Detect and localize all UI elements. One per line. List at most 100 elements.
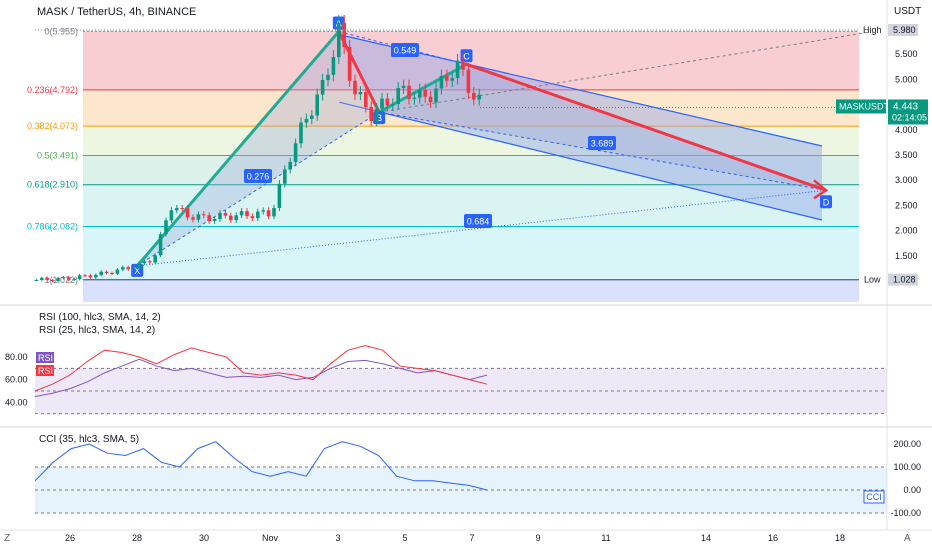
candle-body xyxy=(353,80,357,95)
time-tick: 28 xyxy=(132,533,142,543)
leg-xa xyxy=(135,30,341,268)
candle-body xyxy=(153,255,157,263)
ratio-badge-3 xyxy=(464,214,492,228)
rsi-badge-2-text: RSI xyxy=(38,366,53,376)
high-tag-label: High xyxy=(863,25,882,35)
candle-body xyxy=(56,278,60,282)
fib-label-0.382: 0.382(4.073) xyxy=(27,121,78,131)
rsi-badge-1 xyxy=(36,352,54,363)
price-tick: 5.000 xyxy=(895,74,918,84)
candle-body xyxy=(40,277,44,280)
candle-body xyxy=(293,143,298,162)
point-label-D: D xyxy=(823,197,830,207)
point-label-X: X xyxy=(134,266,140,276)
candle-body xyxy=(461,60,465,70)
pattern-xab xyxy=(137,31,380,266)
candle-body xyxy=(158,234,163,256)
candle-body xyxy=(412,97,417,99)
candle-body xyxy=(299,122,303,144)
candle-body xyxy=(364,92,368,107)
fib-label-1: 1(1.022) xyxy=(44,275,78,285)
time-tick: 5 xyxy=(402,533,407,543)
ratio-badge-0 xyxy=(244,169,272,183)
candle-body xyxy=(326,74,330,80)
candle-body xyxy=(385,98,390,106)
candle-body xyxy=(104,271,109,273)
candles xyxy=(34,15,481,283)
channel-lower xyxy=(338,101,823,221)
fib-zone-1 xyxy=(83,89,859,127)
last-price-text: 4.443 xyxy=(893,101,918,112)
candle-body xyxy=(423,89,427,97)
ratio-badge-1 xyxy=(391,43,419,57)
candle-body xyxy=(169,210,174,221)
candle-body xyxy=(207,215,211,222)
rsi-badge-2 xyxy=(36,365,54,376)
candle-body xyxy=(315,94,319,116)
candle-body xyxy=(148,261,152,263)
price-tick: 3.000 xyxy=(895,175,918,185)
fib-label-0.5: 0.5(3.491) xyxy=(37,150,78,160)
timezone-button[interactable]: Z xyxy=(4,533,11,544)
candle-body xyxy=(283,169,287,184)
countdown-text: 02:14:05 xyxy=(892,112,927,122)
fib-zone-5 xyxy=(83,226,859,280)
candle-body xyxy=(142,261,147,264)
time-tick: 14 xyxy=(701,533,711,543)
fib-label-0.618: 0.618(2.910) xyxy=(27,180,78,190)
time-tick: Nov xyxy=(262,533,279,543)
candle-body xyxy=(472,92,476,100)
candle-body xyxy=(131,268,136,270)
candle-body xyxy=(331,57,336,75)
candle-body xyxy=(223,212,228,216)
candle-body xyxy=(239,211,244,216)
ac-line xyxy=(338,31,467,65)
last-price-tag xyxy=(888,99,928,125)
rsi-100-line xyxy=(34,358,488,398)
fib-label-0: 0(5.955) xyxy=(44,26,78,36)
time-tick: 18 xyxy=(835,533,845,543)
candle-body xyxy=(445,75,449,81)
auto-scale-button[interactable]: A xyxy=(904,533,911,544)
point-label-C: C xyxy=(463,51,470,61)
high-tag-value: 5.980 xyxy=(893,25,916,35)
candle-body xyxy=(67,277,71,280)
candle-body xyxy=(196,214,201,220)
rsi-tick: 40.00 xyxy=(5,397,28,407)
candle-body xyxy=(185,208,190,218)
candle-body xyxy=(245,211,249,217)
rsi-title-1[interactable]: RSI (100, hlc3, SMA, 14, 2) xyxy=(39,312,161,323)
cci-tick: 100.00 xyxy=(893,462,921,472)
candle-body xyxy=(229,215,233,221)
rsi-25-line xyxy=(34,345,488,392)
ratio-badge-2 xyxy=(588,136,616,150)
cci-badge xyxy=(863,490,885,504)
ratio-text-2: 3.689 xyxy=(591,139,614,149)
candle-body xyxy=(180,208,184,210)
candle-body xyxy=(88,275,93,278)
candle-body xyxy=(380,98,384,109)
rsi-tick: 80.00 xyxy=(5,352,28,362)
rsi-pane: RSI RSI xyxy=(34,345,887,415)
candle-body xyxy=(439,75,444,89)
price-tick: 5.500 xyxy=(895,49,918,59)
ratio-text-0: 0.276 xyxy=(247,172,270,182)
point-label-B: B xyxy=(376,113,382,123)
channel-upper xyxy=(338,33,823,147)
cci-title[interactable]: CCI (35, hlc3, SMA, 5) xyxy=(39,434,140,445)
candle-body xyxy=(310,115,314,119)
candle-body xyxy=(94,274,98,278)
candle-body xyxy=(304,118,309,123)
cci-badge-text: CCI xyxy=(866,492,882,502)
candle-body xyxy=(34,279,39,281)
candle-body xyxy=(358,92,363,95)
low-tag-label: Low xyxy=(864,275,881,285)
price-tick: 2.000 xyxy=(895,226,918,236)
price-tick: 1.500 xyxy=(895,251,918,261)
candle-body xyxy=(477,94,481,100)
candle-body xyxy=(126,267,130,270)
candle-body xyxy=(77,275,82,280)
rsi-title-2[interactable]: RSI (25, hlc3, SMA, 14, 2) xyxy=(39,325,156,336)
